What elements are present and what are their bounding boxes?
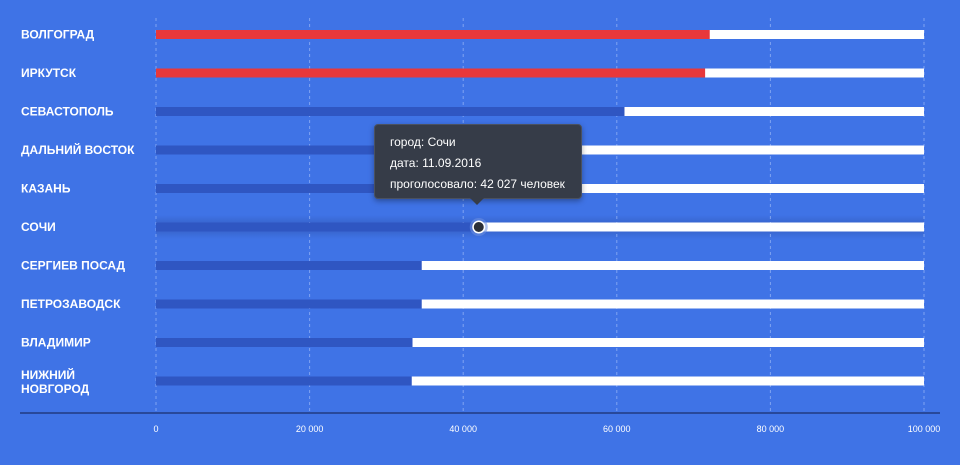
tooltip: город: Сочи дата: 11.09.2016 проголосова… [374, 124, 582, 199]
tooltip-city-row: город: Сочи [390, 134, 581, 155]
x-tick-label: 60 000 [603, 424, 631, 434]
city-label: СОЧИ [21, 220, 56, 234]
tooltip-votes-value: 42 027 человек [480, 177, 565, 191]
x-tick-label: 100 000 [908, 424, 941, 434]
tooltip-date-label: дата: [390, 156, 419, 170]
city-label: ИРКУТСК [21, 66, 77, 80]
bar-track [156, 261, 924, 270]
bar-8 [156, 299, 422, 309]
x-tick-label: 20 000 [296, 424, 324, 434]
bar-5 [156, 184, 502, 193]
tooltip-arrow [470, 198, 484, 205]
x-tick-label: 40 000 [449, 424, 477, 434]
hover-marker-dot [473, 222, 484, 232]
bar-7 [156, 261, 422, 270]
city-label: КАЗАНЬ [21, 182, 71, 196]
bar-6 [156, 222, 479, 232]
bar-track [156, 376, 924, 386]
city-label: НИЖНИЙ НОВГОРОД [21, 367, 90, 396]
bar-1 [156, 30, 710, 39]
bar-track [156, 299, 924, 309]
city-label: ДАЛЬНИЙ ВОСТОК [21, 142, 135, 157]
bar-track [156, 338, 924, 347]
tooltip-date-value: 11.09.2016 [422, 156, 482, 170]
tooltip-votes-row: проголосовало: 42 027 человек [390, 176, 581, 197]
x-tick-label: 0 [153, 424, 158, 434]
bar-4 [156, 145, 510, 155]
bar-3 [156, 107, 625, 116]
tooltip-date-row: дата: 11.09.2016 [390, 155, 581, 176]
city-label: ВЛАДИМИР [21, 336, 91, 350]
city-label: ВОЛГОГРАД [21, 28, 95, 42]
tooltip-city-value: Сочи [427, 135, 456, 149]
tooltip-votes-label: проголосовало: [390, 177, 478, 191]
city-label: ПЕТРОЗАВОДСК [21, 297, 121, 311]
bar-track [156, 222, 924, 232]
city-label: СЕРГИЕВ ПОСАД [21, 259, 126, 273]
x-tick-label: 80 000 [757, 424, 785, 434]
city-label: СЕВАСТОПОЛЬ [21, 105, 114, 119]
bar-2 [156, 68, 706, 78]
bar-9 [156, 338, 413, 347]
tooltip-city-label: город: [390, 135, 425, 149]
bar-10 [156, 376, 412, 386]
